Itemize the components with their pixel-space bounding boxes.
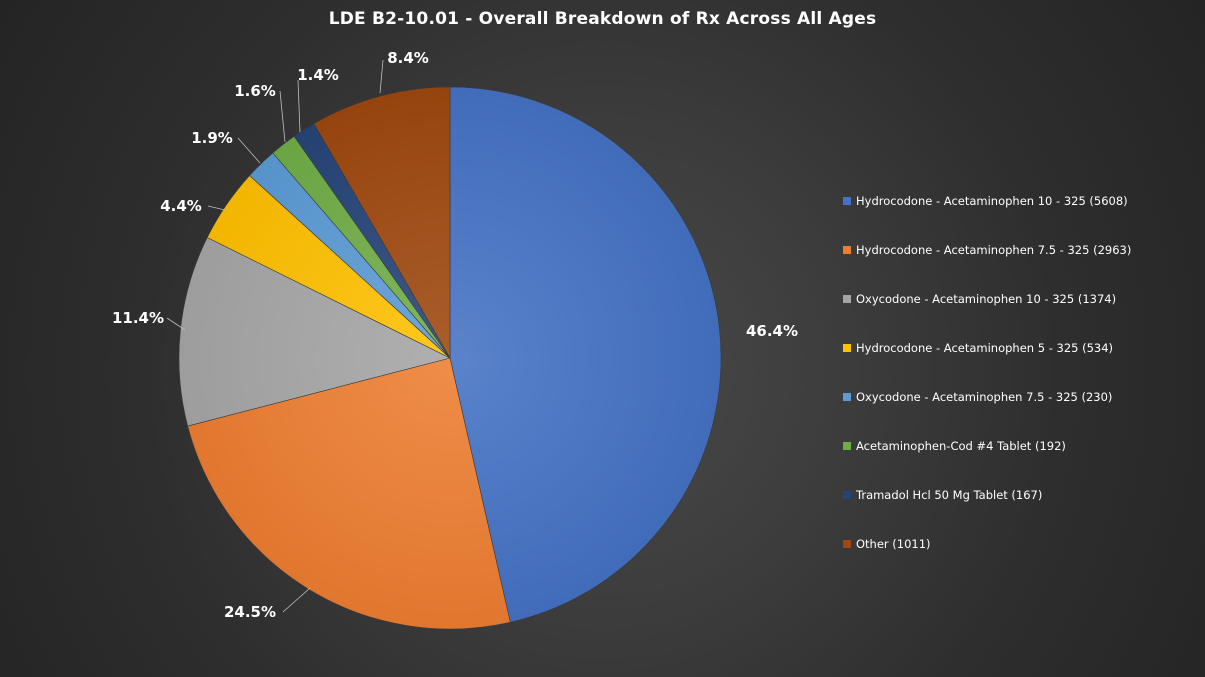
pie-slices	[178, 86, 722, 630]
legend-swatch	[843, 343, 851, 352]
legend-label: Hydrocodone - Acetaminophen 5 - 325 (534…	[856, 340, 1114, 355]
data-label: 1.4%	[297, 66, 339, 84]
legend-label: Tramadol Hcl 50 Mg Tablet (167)	[856, 487, 1043, 502]
leader-lines	[166, 59, 384, 613]
legend-item: Oxycodone - Acetaminophen 7.5 - 325 (230…	[843, 372, 1198, 421]
leader-line	[297, 79, 301, 133]
legend-label: Hydrocodone - Acetaminophen 10 - 325 (56…	[856, 193, 1128, 208]
data-label: 1.9%	[191, 129, 233, 147]
data-label: 4.4%	[160, 197, 202, 215]
pie-slice	[449, 86, 722, 623]
chart-legend: Hydrocodone - Acetaminophen 10 - 325 (56…	[843, 176, 1198, 568]
legend-item: Hydrocodone - Acetaminophen 7.5 - 325 (2…	[843, 225, 1198, 274]
legend-item: Hydrocodone - Acetaminophen 5 - 325 (534…	[843, 323, 1198, 372]
pie-slice	[178, 237, 451, 427]
leader-line	[237, 137, 261, 164]
leader-line	[207, 205, 226, 211]
legend-item: Hydrocodone - Acetaminophen 10 - 325 (56…	[843, 176, 1198, 225]
legend-item: Tramadol Hcl 50 Mg Tablet (167)	[843, 470, 1198, 519]
legend-swatch	[843, 539, 851, 548]
legend-label: Hydrocodone - Acetaminophen 7.5 - 325 (2…	[856, 242, 1132, 257]
legend-swatch	[843, 392, 851, 401]
legend-label: Oxycodone - Acetaminophen 10 - 325 (1374…	[856, 291, 1117, 306]
data-label: 46.4%	[746, 322, 798, 340]
pie-slice	[313, 86, 451, 360]
legend-swatch	[843, 490, 851, 499]
legend-swatch	[843, 294, 851, 303]
legend-label: Acetaminophen-Cod #4 Tablet (192)	[856, 438, 1066, 453]
leader-line	[282, 587, 311, 613]
data-label: 11.4%	[112, 309, 164, 327]
legend-item: Acetaminophen-Cod #4 Tablet (192)	[843, 421, 1198, 470]
pie-slice	[187, 357, 511, 630]
legend-label: Oxycodone - Acetaminophen 7.5 - 325 (230…	[856, 389, 1113, 404]
data-label: 1.6%	[234, 82, 276, 100]
leader-line	[279, 90, 286, 143]
data-labels: 46.4% 24.5% 11.4% 4.4% 1.9% 1.6% 1.4% 8.4%	[112, 49, 798, 621]
legend-item: Oxycodone - Acetaminophen 10 - 325 (1374…	[843, 274, 1198, 323]
legend-label: Other (1011)	[856, 536, 931, 551]
chart-title: LDE B2-10.01 - Overall Breakdown of Rx A…	[328, 9, 877, 29]
data-label: 24.5%	[224, 603, 276, 621]
leader-line	[166, 317, 186, 331]
leader-line	[379, 59, 384, 94]
legend-swatch	[843, 245, 851, 254]
legend-item: Other (1011)	[843, 519, 1198, 568]
data-label: 8.4%	[387, 49, 429, 67]
legend-swatch	[843, 196, 851, 205]
legend-swatch	[843, 441, 851, 450]
